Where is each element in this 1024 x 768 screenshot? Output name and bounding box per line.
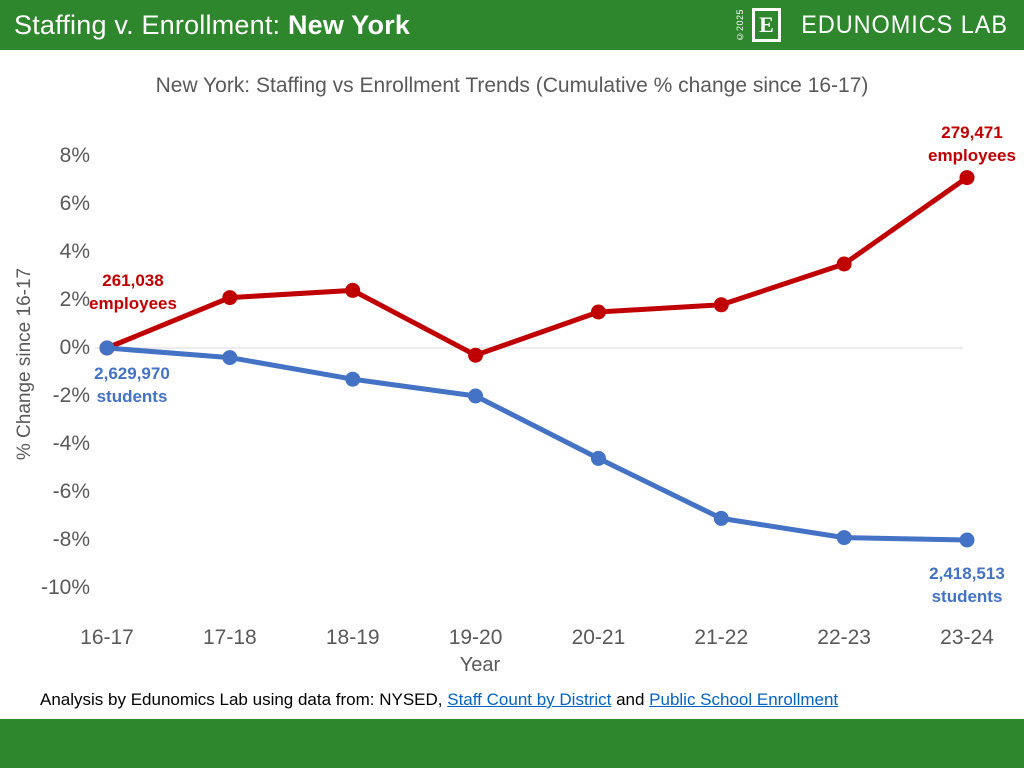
employees-data-point: [959, 170, 975, 186]
employees-data-point: [836, 256, 852, 272]
y-tick-label: -2%: [52, 384, 90, 407]
edunomics-monogram-icon: E: [752, 8, 782, 42]
x-tick-label: 20-21: [571, 626, 626, 649]
x-tick-label: 16-17: [80, 626, 134, 649]
x-tick-label: 19-20: [448, 626, 503, 649]
y-tick-label: -4%: [52, 432, 90, 455]
students-data-point: [222, 350, 238, 366]
employees-data-point: [345, 282, 361, 298]
students-data-point: [836, 530, 852, 546]
x-tick-label: 23-24: [940, 626, 994, 649]
employees-data-point: [468, 347, 484, 363]
annotation-value: 261,038: [102, 271, 164, 290]
annotation-value: 2,629,970: [94, 364, 170, 383]
annotation-employees-start: 261,038 employees: [71, 269, 195, 315]
y-tick-label: 0%: [59, 336, 90, 359]
students-data-point: [468, 388, 484, 404]
employees-data-point: [713, 297, 729, 313]
y-tick-label: 2%: [59, 288, 90, 311]
employees-data-point: [222, 290, 238, 306]
annotation-label: students: [96, 387, 168, 406]
page-title: Staffing v. Enrollment: New York: [14, 10, 410, 41]
source-note-middle: and: [611, 690, 650, 709]
y-tick-label: 6%: [59, 192, 90, 215]
page-title-state: New York: [287, 9, 411, 40]
staff-count-link[interactable]: Staff Count by District: [447, 690, 612, 709]
y-axis-title: % Change since 16-17: [14, 267, 35, 461]
chart-title: New York: Staffing vs Enrollment Trends …: [155, 74, 869, 97]
page-title-prefix: Staffing v. Enrollment:: [14, 9, 288, 40]
x-tick-label: 22-23: [817, 626, 871, 649]
annotation-students-start: 2,629,970 students: [70, 362, 194, 408]
annotation-value: 279,471: [941, 123, 1003, 142]
y-tick-label: -8%: [52, 528, 90, 551]
header-bar: Staffing v. Enrollment: New York ©2025 E…: [0, 0, 1024, 50]
students-line: [106, 345, 968, 543]
students-data-point: [959, 532, 975, 548]
footer-bar: [0, 719, 1024, 768]
x-tick-label: 21-22: [694, 626, 749, 649]
y-tick-label: -10%: [40, 576, 90, 599]
annotation-label: employees: [89, 294, 177, 313]
students-data-point: [345, 371, 361, 387]
x-tick-label: 18-19: [325, 626, 380, 649]
source-note: Analysis by Edunomics Lab using data fro…: [40, 690, 838, 710]
annotation-label: students: [931, 587, 1003, 606]
annotation-label: employees: [928, 146, 1016, 165]
annotation-employees-end: 279,471 employees: [910, 121, 1024, 167]
enrollment-link[interactable]: Public School Enrollment: [649, 690, 839, 709]
employees-line: [106, 175, 969, 358]
source-note-prefix: Analysis by Edunomics Lab using data fro…: [40, 690, 448, 709]
edunomics-wordmark: EDUNOMICS LAB: [801, 10, 1008, 39]
copyright-label: ©2025: [735, 8, 746, 42]
annotation-value: 2,418,513: [929, 564, 1005, 583]
y-tick-label: 8%: [59, 144, 90, 167]
students-data-point: [713, 510, 729, 526]
monogram-letter: E: [759, 12, 774, 37]
employees-data-point: [99, 340, 115, 356]
x-axis-title: Year: [459, 654, 501, 676]
employees-data-point: [590, 304, 606, 320]
students-data-point: [590, 450, 606, 466]
students-data-point: [99, 340, 115, 356]
x-tick-label: 17-18: [202, 626, 257, 649]
edunomics-lab-logo: ©2025 E EDUNOMICS LAB: [735, 8, 1008, 42]
y-tick-label: -6%: [52, 480, 90, 503]
y-tick-label: 4%: [59, 240, 90, 263]
annotation-students-end: 2,418,513 students: [905, 562, 1024, 608]
